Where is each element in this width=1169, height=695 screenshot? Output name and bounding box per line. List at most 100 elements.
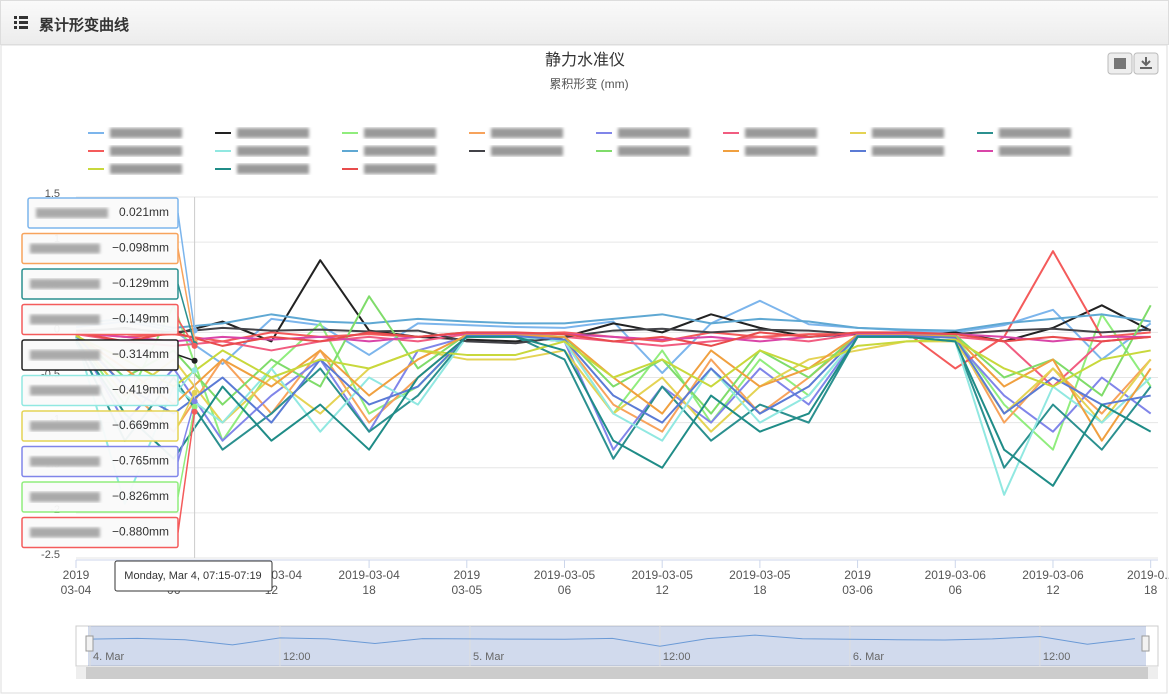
- panel-title: 累计形变曲线: [39, 17, 130, 34]
- navigator-tick-label: 12:00: [663, 651, 691, 663]
- tooltip-name-blurred: [30, 243, 100, 254]
- print-button[interactable]: [1107, 52, 1133, 75]
- tooltip-connector: [177, 411, 196, 533]
- legend-label-blurred: [618, 128, 690, 138]
- tooltip-connector: [177, 392, 196, 427]
- x-tick-label: 2019 03-04: [61, 568, 92, 597]
- tooltip-point: [191, 389, 198, 396]
- tooltip-name-blurred: [30, 350, 100, 360]
- legend-label-blurred: [745, 128, 817, 138]
- navigator-tick-label: 4. Mar: [93, 651, 125, 663]
- tooltip-value: −0.314mm: [112, 347, 169, 361]
- series-line: [75, 326, 1151, 345]
- series-line: [75, 332, 1151, 343]
- navigator-tick-label: 5. Mar: [473, 651, 505, 663]
- chart-subtitle: 累积形变 (mm): [549, 76, 628, 91]
- legend-label-blurred: [237, 128, 309, 138]
- tooltip-name-blurred: [36, 208, 108, 218]
- tooltip-name-blurred: [30, 492, 100, 502]
- series-line: [75, 335, 1152, 469]
- legend-label-blurred: [237, 146, 309, 156]
- tooltip-name-blurred: [30, 279, 100, 289]
- series-line: [75, 313, 1151, 332]
- tooltip-connector: [177, 369, 196, 391]
- x-tick-label: 2019-03-06 06: [925, 568, 987, 597]
- series-line: [75, 335, 1151, 388]
- tooltip-value: −0.880mm: [112, 525, 169, 539]
- legend-label-blurred: [364, 164, 436, 174]
- series-line: [75, 331, 1151, 347]
- legend-label-blurred: [110, 128, 182, 138]
- navigator-frame: [75, 625, 1159, 667]
- tooltip-value: −0.149mm: [112, 312, 169, 326]
- tooltip-name-blurred: [30, 385, 100, 396]
- list-icon: [14, 16, 28, 29]
- tooltip-name-blurred: [30, 314, 100, 325]
- y-tick-label: -2.5: [41, 549, 60, 561]
- tooltip-connector: [177, 248, 196, 342]
- x-tick-label: 2019-03-05 12: [631, 568, 693, 597]
- navigator-tick-label: 12:00: [1043, 651, 1071, 663]
- panel-header: 累计形变曲线: [0, 0, 1169, 45]
- tooltip-connector: [177, 283, 196, 345]
- legend-label-blurred: [364, 146, 436, 156]
- series-line: [75, 335, 1152, 451]
- legend-label-blurred: [491, 128, 563, 138]
- tooltip-value: −0.765mm: [112, 454, 169, 468]
- tooltip-name-blurred: [30, 421, 100, 431]
- legend-label-blurred: [618, 146, 690, 156]
- legend-label-blurred: [999, 128, 1071, 138]
- legend-label-blurred: [872, 128, 944, 138]
- legend-label-blurred: [999, 146, 1071, 156]
- navigator-tick-label: 12:00: [283, 651, 311, 663]
- legend-label-blurred: [110, 146, 182, 156]
- x-tick-label: 2019-03-04 18: [338, 568, 400, 597]
- tooltip-connector: [177, 406, 196, 498]
- tooltip-point: [191, 367, 198, 374]
- tooltip-value: −0.419mm: [112, 383, 169, 397]
- tooltip-point: [191, 408, 198, 415]
- legend-label-blurred: [364, 128, 436, 138]
- x-tick-label: 2019 03-06: [842, 568, 873, 597]
- tooltip-value: −0.098mm: [112, 241, 169, 255]
- chart-title: 静力水准仪: [545, 51, 625, 69]
- tooltip-point: [191, 357, 198, 364]
- x-tick-label: 2019 03-05: [451, 568, 482, 597]
- tooltip-value: −0.129mm: [112, 276, 169, 290]
- series-line: [75, 335, 1152, 505]
- legend-label-blurred: [491, 146, 563, 156]
- tooltip-point: [191, 403, 198, 410]
- x-tick-label: 2019-03-05 06: [534, 568, 596, 597]
- navigator-selection[interactable]: [88, 626, 1146, 666]
- tooltip-value: −0.669mm: [112, 418, 169, 432]
- legend-label-blurred: [745, 146, 817, 156]
- tooltip-connector: [177, 212, 196, 331]
- series-line: [75, 335, 1152, 487]
- tooltip-value: 0.021mm: [119, 205, 169, 219]
- tooltip-date: Monday, Mar 4, 07:15-07:19: [124, 570, 261, 582]
- navigator-tick-label: 6. Mar: [853, 651, 885, 663]
- legend-label-blurred: [110, 164, 182, 174]
- legend-label-blurred: [872, 146, 944, 156]
- download-button[interactable]: [1133, 52, 1159, 75]
- navigator-handle[interactable]: [1141, 635, 1150, 652]
- y-tick-label: 1.5: [45, 188, 60, 200]
- tooltip-connector: [177, 319, 196, 347]
- tooltip-value: −0.826mm: [112, 489, 169, 503]
- tooltip-point: [191, 398, 198, 405]
- scrollbar-thumb[interactable]: [86, 667, 1148, 679]
- navigator-handle[interactable]: [85, 635, 94, 652]
- tooltip-point: [191, 342, 198, 349]
- x-tick-label: 2019-03-05 18: [729, 568, 791, 597]
- tooltip-date-box: [114, 560, 273, 592]
- chart-frame: [0, 44, 1168, 694]
- series-line: [75, 334, 1151, 424]
- x-tick-label: 2019-0...18: [1127, 568, 1169, 597]
- tooltip-name-blurred: [30, 527, 100, 538]
- navigator-line: [89, 634, 1135, 647]
- x-tick-label: 2019-03-06 12: [1022, 568, 1084, 597]
- legend-label-blurred: [237, 164, 309, 174]
- tooltip-name-blurred: [30, 456, 100, 467]
